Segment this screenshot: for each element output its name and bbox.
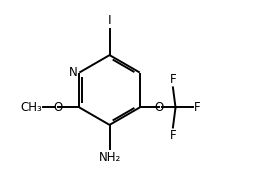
Text: F: F xyxy=(170,129,176,142)
Text: O: O xyxy=(54,101,63,114)
Text: O: O xyxy=(154,101,164,114)
Text: F: F xyxy=(194,101,201,114)
Text: CH₃: CH₃ xyxy=(20,101,42,114)
Text: F: F xyxy=(170,73,176,86)
Text: NH₂: NH₂ xyxy=(99,151,121,164)
Text: N: N xyxy=(69,66,77,79)
Text: I: I xyxy=(108,14,111,27)
